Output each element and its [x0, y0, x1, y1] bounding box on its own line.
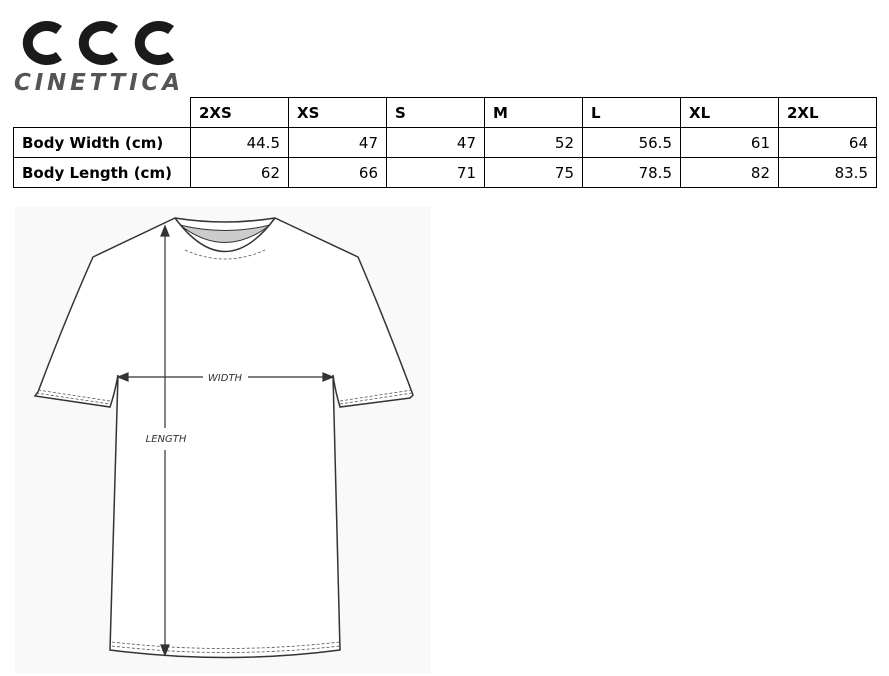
- size-header-row: 2XS XS S M L XL 2XL: [13, 97, 877, 128]
- cell: 44.5: [190, 127, 289, 158]
- cell: 47: [288, 127, 387, 158]
- tshirt-diagram: WIDTH LENGTH: [15, 207, 431, 673]
- length-label: LENGTH: [146, 434, 187, 445]
- cell: 52: [484, 127, 583, 158]
- size-header: M: [484, 97, 583, 128]
- table-row: Body Length (cm) 62 66 71 75 78.5 82 83.…: [13, 157, 877, 188]
- size-header: L: [582, 97, 681, 128]
- size-header: 2XS: [190, 97, 289, 128]
- cell: 62: [190, 157, 289, 188]
- size-table: 2XS XS S M L XL 2XL Body Width (cm) 44.5…: [13, 97, 877, 188]
- cell: 64: [778, 127, 877, 158]
- cell: 56.5: [582, 127, 681, 158]
- row-label: Body Length (cm): [13, 157, 191, 188]
- cell: 75: [484, 157, 583, 188]
- cell: 47: [386, 127, 485, 158]
- size-header: S: [386, 97, 485, 128]
- cell: 78.5: [582, 157, 681, 188]
- cell: 61: [680, 127, 779, 158]
- cell: 82: [680, 157, 779, 188]
- size-header: 2XL: [778, 97, 877, 128]
- cell: 83.5: [778, 157, 877, 188]
- table-row: Body Width (cm) 44.5 47 47 52 56.5 61 64: [13, 127, 877, 158]
- cell: 66: [288, 157, 387, 188]
- cell: 71: [386, 157, 485, 188]
- row-label: Body Width (cm): [13, 127, 191, 158]
- width-label: WIDTH: [208, 373, 243, 384]
- svg-text:CINETTICA: CINETTICA: [14, 70, 180, 94]
- size-header: XS: [288, 97, 387, 128]
- size-header: XL: [680, 97, 779, 128]
- cinettica-logo: CINETTICA: [14, 21, 180, 94]
